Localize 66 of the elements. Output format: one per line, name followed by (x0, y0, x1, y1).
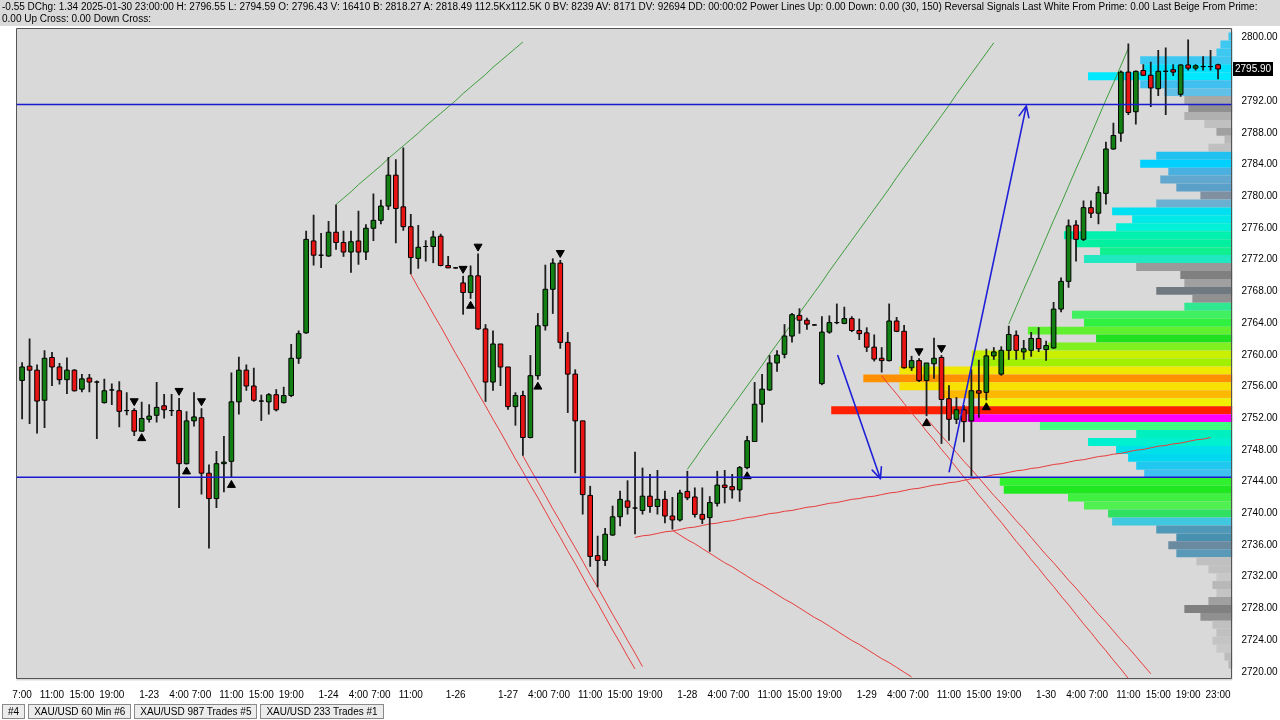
x-tick-label: 4:00 (1066, 688, 1087, 700)
y-tick-label: 2792.00 (1241, 94, 1279, 106)
x-tick-label: 19:00 (637, 688, 663, 700)
x-tick-label: 15:00 (248, 688, 275, 700)
x-tick-label: 4:00 (169, 688, 190, 700)
x-tick-label: 23:00 (1205, 688, 1231, 700)
y-tick-label: 2724.00 (1241, 633, 1279, 645)
y-tick-label: 2788.00 (1241, 126, 1279, 138)
x-tick-label: 15:00 (1145, 688, 1172, 700)
x-tick-label: 11:00 (398, 688, 424, 700)
x-tick-label: 7:00 (729, 688, 750, 700)
x-tick-label: 19:00 (1175, 688, 1202, 700)
x-tick-label: 4:00 (886, 688, 907, 700)
x-tick-label: 1-29 (856, 688, 878, 700)
y-tick-label: 2744.00 (1241, 475, 1279, 487)
x-tick-label: 7:00 (191, 688, 212, 700)
y-tick-label: 2756.00 (1241, 380, 1279, 392)
x-tick-label: 4:00 (348, 688, 369, 700)
x-tick-label: 19:00 (99, 688, 125, 700)
y-tick-label: 2736.00 (1241, 538, 1279, 550)
x-tick-label: 19:00 (996, 688, 1022, 700)
y-tick-label: 2748.00 (1241, 443, 1279, 455)
y-tick-label: 2764.00 (1241, 316, 1279, 328)
y-tick-label: 2784.00 (1241, 158, 1279, 170)
x-tick-label: 11:00 (578, 688, 603, 700)
x-tick-label: 7:00 (1088, 688, 1109, 700)
y-tick-label: 2772.00 (1241, 253, 1279, 265)
y-tick-label: 2800.00 (1241, 31, 1279, 43)
x-tick-label: 15:00 (966, 688, 992, 700)
text: XAU/USD 987 Trades #5 (134, 704, 258, 719)
x-tick-label: 15:00 (786, 688, 813, 700)
x-tick-label: 1-23 (139, 688, 160, 700)
text: #4 (2, 704, 26, 719)
x-tick-label: 15:00 (607, 688, 634, 700)
x-tick-label: 1-27 (497, 688, 519, 700)
x-tick-label: 4:00 (707, 688, 728, 700)
x-tick-label: 11:00 (936, 688, 962, 700)
x-tick-label: 7:00 (12, 688, 33, 700)
x-tick-label: 11:00 (219, 688, 244, 700)
x-tick-label: 15:00 (69, 688, 95, 700)
x-tick-label: 11:00 (757, 688, 783, 700)
x-tick-label: 1-26 (445, 688, 467, 700)
x-tick-label: 11:00 (1116, 688, 1141, 700)
x-tick-label: 11:00 (39, 688, 65, 700)
annotation: 2795.90 (1233, 62, 1274, 76)
x-tick-label: 1-24 (318, 688, 340, 700)
y-tick-label: 2740.00 (1241, 507, 1279, 519)
x-tick-label: 19:00 (816, 688, 843, 700)
x-tick-label: 7:00 (550, 688, 571, 700)
y-tick-label: 2732.00 (1241, 570, 1279, 582)
x-tick-label: 19:00 (278, 688, 305, 700)
chart-title: -0.55 DChg: 1.34 2025-01-30 23:00:00 H: 2796.55 L: 2794.59 O: 2796.43 V: 16410 B: 2818.27 A: 2818.49 112.5Kx112.5K 0 BV: 8239 AV: 8171 DV: 92694 DD: 00:00:02 Power Lines Up: 0.00 Down: 0.00 (30, 150) Reversal Signals Last White From Prime: 0.00 Last Beige From Prime: 0.00 Up Cross: 0.00 Down Cross: (0, 0, 1280, 26)
text: XAU/USD 60 Min #6 (28, 704, 132, 719)
y-tick-label: 2720.00 (1241, 665, 1279, 677)
x-tick-label: 1-28 (677, 688, 698, 700)
y-tick-label: 2776.00 (1241, 221, 1279, 233)
y-tick-label: 2780.00 (1241, 189, 1279, 201)
y-tick-label: 2728.00 (1241, 602, 1279, 614)
text: XAU/USD 233 Trades #1 (260, 704, 384, 719)
x-tick-label: 7:00 (909, 688, 930, 700)
x-tick-label: 7:00 (371, 688, 392, 700)
x-tick-label: 1-30 (1036, 688, 1057, 700)
y-tick-label: 2760.00 (1241, 348, 1279, 360)
y-tick-label: 2768.00 (1241, 285, 1279, 297)
y-tick-label: 2752.00 (1241, 411, 1279, 423)
x-tick-label: 4:00 (528, 688, 549, 700)
